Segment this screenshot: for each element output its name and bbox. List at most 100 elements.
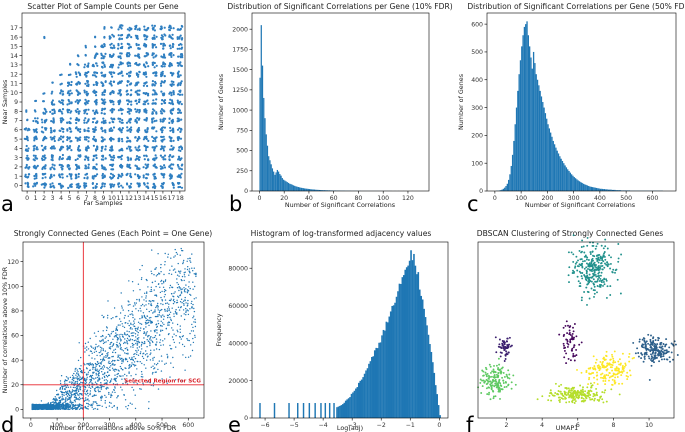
scatter-point bbox=[155, 46, 158, 49]
scatter-point bbox=[67, 377, 69, 379]
scatter-point bbox=[76, 387, 78, 389]
scatter-point bbox=[149, 300, 151, 302]
scatter-point bbox=[159, 334, 161, 336]
scatter-point bbox=[42, 173, 45, 176]
y-tick-label: 4 bbox=[14, 146, 18, 153]
histogram-bar bbox=[285, 181, 287, 191]
scatter-point bbox=[113, 156, 116, 159]
scatter-point bbox=[109, 91, 112, 94]
scatter-point bbox=[123, 342, 125, 345]
histogram-bar bbox=[529, 46, 531, 192]
scatter-point bbox=[155, 64, 158, 67]
scatter-point bbox=[133, 378, 135, 380]
scatter-point bbox=[163, 291, 166, 293]
scatter-point bbox=[107, 300, 109, 302]
scatter-point bbox=[127, 33, 130, 36]
scatter-point bbox=[170, 273, 173, 275]
scatter-point bbox=[100, 382, 102, 384]
scatter-point bbox=[110, 333, 113, 335]
scatter-point bbox=[135, 329, 137, 332]
scatter-point bbox=[100, 351, 102, 353]
scatter-point bbox=[53, 147, 56, 150]
scatter-point bbox=[146, 315, 148, 317]
scatter-point bbox=[149, 290, 151, 293]
scatter-point bbox=[168, 101, 171, 105]
scatter-point bbox=[167, 355, 169, 357]
scatter-point bbox=[187, 356, 190, 358]
scatter-point bbox=[141, 316, 144, 318]
scatter-point bbox=[54, 405, 56, 407]
scatter-point bbox=[143, 25, 146, 28]
scatter-point bbox=[119, 345, 122, 347]
scatter-point bbox=[108, 362, 111, 365]
scatter-point bbox=[168, 308, 170, 310]
scatter-point bbox=[92, 366, 94, 368]
scatter-point bbox=[179, 294, 181, 297]
scatter-point bbox=[103, 98, 106, 101]
scatter-point bbox=[101, 353, 103, 356]
scatter-point bbox=[169, 311, 172, 313]
scatter-point bbox=[132, 389, 135, 391]
scatter-point bbox=[93, 378, 95, 380]
scatter-point bbox=[101, 44, 104, 47]
histogram-bar bbox=[519, 60, 522, 191]
scatter-point bbox=[114, 351, 117, 354]
scatter-point bbox=[136, 36, 139, 39]
scatter-point bbox=[162, 109, 165, 112]
histogram-bar bbox=[311, 189, 313, 191]
scatter-point bbox=[60, 73, 63, 76]
scatter-point bbox=[148, 401, 150, 403]
scatter-point bbox=[178, 275, 180, 277]
scatter-point bbox=[172, 27, 175, 30]
scatter-point bbox=[49, 167, 52, 170]
scatter-point bbox=[86, 399, 89, 401]
scatter-point bbox=[86, 157, 89, 160]
scatter-point bbox=[120, 339, 122, 341]
scatter-point bbox=[104, 394, 106, 397]
scatter-point bbox=[170, 319, 172, 322]
scatter-point bbox=[181, 275, 184, 278]
scatter-point bbox=[134, 62, 137, 65]
scatter-point bbox=[86, 177, 89, 180]
scatter-point bbox=[103, 129, 106, 132]
scatter-point bbox=[135, 336, 137, 338]
scatter-point bbox=[171, 286, 174, 289]
scatter-point bbox=[166, 357, 169, 359]
scatter-point bbox=[100, 185, 104, 188]
histogram-bar bbox=[500, 190, 502, 191]
scatter-point bbox=[121, 74, 124, 77]
scatter-point bbox=[68, 145, 72, 148]
scatter-point bbox=[152, 99, 155, 102]
scatter-point bbox=[160, 108, 163, 111]
scatter-point bbox=[141, 264, 143, 267]
y-tick-label: 1 bbox=[14, 173, 18, 180]
scatter-point bbox=[183, 274, 186, 276]
scatter-point bbox=[126, 137, 129, 140]
scatter-point bbox=[162, 156, 165, 159]
scatter-point bbox=[112, 355, 114, 358]
scatter-point bbox=[89, 393, 91, 396]
scatter-point bbox=[114, 391, 116, 394]
scatter-point bbox=[125, 334, 127, 336]
scatter-point bbox=[87, 402, 89, 405]
scatter-point bbox=[142, 166, 145, 169]
scatter-point bbox=[176, 163, 179, 167]
scatter-point bbox=[34, 154, 37, 157]
scatter-point bbox=[101, 405, 103, 407]
histogram-bar bbox=[323, 190, 326, 191]
scatter-point bbox=[61, 112, 64, 115]
scatter-point bbox=[94, 381, 97, 383]
scatter-point bbox=[163, 79, 166, 83]
scatter-point bbox=[108, 53, 112, 57]
scatter-point bbox=[143, 364, 145, 366]
scatter-point bbox=[122, 358, 125, 361]
scatter-point bbox=[143, 341, 146, 343]
scatter-point bbox=[153, 349, 155, 351]
scatter-point bbox=[60, 110, 63, 113]
scatter-point bbox=[76, 381, 79, 383]
scatter-point bbox=[178, 342, 181, 344]
scatter-point bbox=[186, 309, 188, 311]
scatter-point bbox=[24, 128, 27, 131]
scatter-point bbox=[183, 279, 185, 282]
scatter-point bbox=[59, 92, 62, 95]
